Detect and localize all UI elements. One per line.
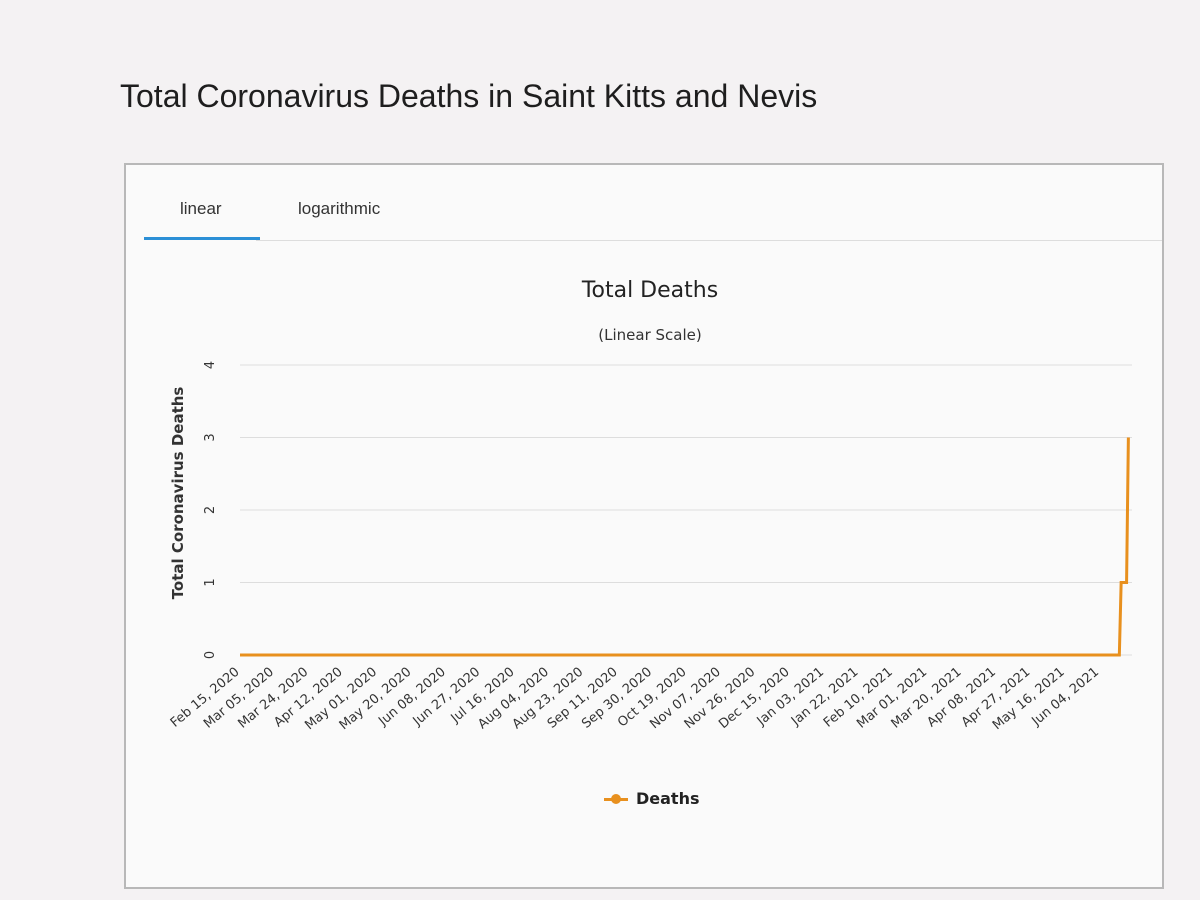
tab-logarithmic[interactable]: logarithmic <box>298 199 381 218</box>
legend[interactable]: Deaths <box>604 789 700 808</box>
y-tick-label: 3 <box>203 433 218 441</box>
y-tick-label: 4 <box>203 361 218 369</box>
chart-card: linear logarithmic Total Deaths (Linear … <box>124 163 1164 889</box>
legend-label-deaths: Deaths <box>636 789 700 808</box>
chart-subtitle: (Linear Scale) <box>598 326 701 344</box>
series-layer <box>240 437 1130 657</box>
tabs-divider <box>256 240 1162 241</box>
tab-selected-indicator <box>144 237 260 240</box>
y-axis-label: Total Coronavirus Deaths <box>169 387 187 600</box>
page-title: Total Coronavirus Deaths in Saint Kitts … <box>120 78 818 114</box>
legend-swatch <box>604 793 628 805</box>
y-tick-labels: 0 1 2 3 4 <box>203 361 218 659</box>
y-tick-label: 1 <box>203 578 218 586</box>
grid-layer <box>240 364 1132 656</box>
y-tick-label: 2 <box>203 506 218 514</box>
y-tick-label: 0 <box>203 651 218 659</box>
chart-title: Total Deaths <box>581 278 718 303</box>
series-line-deaths <box>240 437 1130 657</box>
tab-linear[interactable]: linear <box>180 199 222 218</box>
deaths-chart: Total Deaths (Linear Scale) Total Corona… <box>168 278 1132 734</box>
